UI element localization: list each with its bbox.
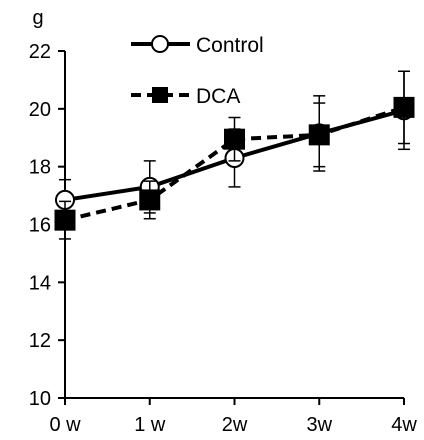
data-point (54, 209, 76, 231)
x-tick-label: 3w (306, 414, 332, 436)
series-line (64, 105, 405, 223)
y-tick-label: 20 (29, 99, 51, 121)
data-point (139, 189, 161, 211)
data-point (308, 124, 330, 146)
data-point (224, 128, 245, 150)
y-tick-label: 14 (29, 272, 51, 294)
x-tick-label: 2w (222, 414, 248, 436)
y-axis-unit-label: g (32, 7, 43, 29)
x-axis-ticks: 0 w 1 w 2w 3w 4w (49, 398, 417, 436)
x-tick-label: 0 w (49, 414, 81, 436)
legend-label: Control (196, 34, 264, 57)
y-tick-label: 16 (29, 215, 51, 237)
legend: Control DCA (131, 34, 264, 108)
y-tick-label: 22 (29, 41, 51, 63)
legend-item-dca: DCA (131, 85, 240, 108)
data-point (393, 96, 415, 118)
y-tick-label: 18 (29, 157, 51, 179)
y-tick-label: 10 (29, 388, 51, 410)
series-layer (54, 70, 415, 240)
series-dca (54, 70, 415, 240)
legend-label: DCA (196, 85, 240, 108)
y-axis-ticks: 10 12 14 16 18 20 22 (29, 41, 65, 410)
x-tick-label: 1 w (134, 414, 166, 436)
x-tick-label: 4w (391, 414, 417, 436)
y-tick-label: 12 (29, 330, 51, 352)
legend-item-control: Control (131, 34, 264, 57)
